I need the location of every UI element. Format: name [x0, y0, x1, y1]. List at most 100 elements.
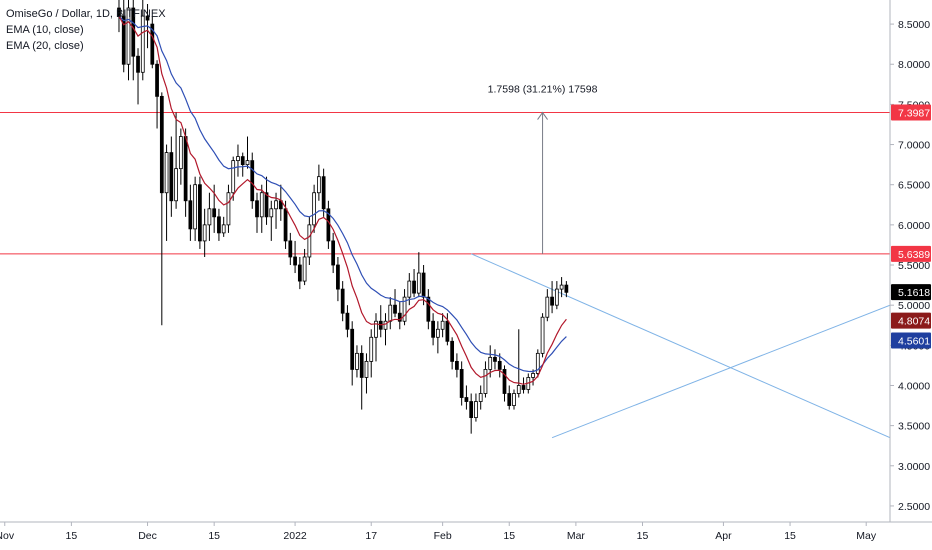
candle[interactable] — [326, 200, 331, 249]
candle[interactable] — [255, 192, 259, 233]
candle[interactable] — [507, 385, 512, 410]
candle[interactable] — [169, 136, 174, 217]
candle[interactable] — [412, 269, 416, 298]
candle[interactable] — [231, 156, 236, 201]
candle[interactable] — [397, 301, 402, 330]
candle[interactable] — [188, 184, 193, 241]
price-axis[interactable]: 2.50003.00003.50004.00004.50005.00005.50… — [889, 0, 932, 550]
candle[interactable] — [435, 321, 440, 354]
candle[interactable] — [236, 144, 240, 177]
candle[interactable] — [464, 385, 469, 410]
candle[interactable] — [336, 256, 340, 302]
candle-body — [259, 192, 264, 218]
candle-body — [554, 288, 559, 306]
candle[interactable] — [297, 256, 302, 290]
candle[interactable] — [545, 289, 550, 322]
candle[interactable] — [136, 48, 140, 105]
candle[interactable] — [535, 349, 540, 378]
candle[interactable] — [493, 349, 497, 370]
candle[interactable] — [416, 252, 421, 298]
candle[interactable] — [469, 393, 474, 434]
candle[interactable] — [293, 240, 297, 274]
candle[interactable] — [502, 365, 507, 402]
candle[interactable] — [550, 281, 554, 314]
candle[interactable] — [131, 0, 136, 81]
candle[interactable] — [426, 289, 431, 330]
candle[interactable] — [450, 337, 455, 370]
time-axis[interactable]: Nov 15 Dec 15 2022 17 Feb 15 Mar 15 Apr 15 May — [0, 521, 932, 550]
candle[interactable] — [250, 152, 255, 209]
candle[interactable] — [312, 184, 316, 233]
candle[interactable] — [207, 192, 212, 241]
candle[interactable] — [217, 208, 221, 241]
candle[interactable] — [378, 305, 383, 338]
candle[interactable] — [445, 313, 450, 346]
candle[interactable] — [264, 176, 269, 225]
candle[interactable] — [431, 313, 435, 346]
candle[interactable] — [321, 168, 326, 217]
candle[interactable] — [540, 313, 545, 358]
candle[interactable] — [117, 0, 121, 33]
candle[interactable] — [269, 200, 274, 241]
candle[interactable] — [174, 112, 178, 209]
candle-body — [540, 316, 545, 354]
candle[interactable] — [202, 208, 207, 257]
candle[interactable] — [121, 0, 126, 73]
candle[interactable] — [402, 289, 407, 326]
candle[interactable] — [245, 136, 250, 169]
candle[interactable] — [221, 216, 226, 237]
candle[interactable] — [155, 60, 159, 129]
candle[interactable] — [278, 184, 283, 221]
level-price-tag-label: 5.6389 — [898, 249, 930, 261]
candle[interactable] — [307, 216, 312, 266]
candle[interactable] — [564, 281, 569, 298]
trend-line[interactable] — [470, 253, 891, 439]
candle[interactable] — [359, 345, 364, 410]
candle[interactable] — [497, 353, 502, 378]
candle[interactable] — [421, 265, 426, 306]
candle[interactable] — [369, 329, 374, 378]
candle[interactable] — [478, 385, 483, 410]
candle[interactable] — [259, 184, 264, 233]
candle[interactable] — [317, 164, 321, 201]
trend-line[interactable] — [551, 304, 891, 439]
candle[interactable] — [178, 128, 183, 185]
candle[interactable] — [350, 321, 355, 386]
candle[interactable] — [302, 248, 307, 286]
candle[interactable] — [483, 361, 488, 398]
candle[interactable] — [126, 0, 131, 81]
candle[interactable] — [393, 289, 397, 318]
candle-body — [155, 63, 159, 97]
candle[interactable] — [516, 329, 521, 398]
candle[interactable] — [164, 144, 169, 241]
candle[interactable] — [140, 0, 145, 81]
candle[interactable] — [440, 313, 445, 338]
candle[interactable] — [459, 361, 464, 406]
candle[interactable] — [559, 277, 564, 298]
candle[interactable] — [193, 176, 198, 241]
candle[interactable] — [554, 281, 559, 310]
candle[interactable] — [150, 16, 155, 69]
candle[interactable] — [383, 313, 388, 346]
candle[interactable] — [355, 345, 359, 378]
candle[interactable] — [198, 176, 202, 249]
candle[interactable] — [159, 92, 164, 326]
candle-body — [288, 240, 293, 258]
candle[interactable] — [521, 377, 526, 394]
candle[interactable] — [474, 393, 478, 422]
candle[interactable] — [512, 389, 516, 410]
candle[interactable] — [340, 281, 345, 322]
candle[interactable] — [364, 353, 369, 394]
candle-body — [340, 288, 345, 314]
candle[interactable] — [374, 313, 378, 362]
candle[interactable] — [240, 152, 245, 177]
candle[interactable] — [288, 232, 293, 266]
candle[interactable] — [283, 200, 288, 249]
candle[interactable] — [388, 297, 393, 330]
candle[interactable] — [226, 184, 231, 233]
candle[interactable] — [345, 305, 350, 338]
candle[interactable] — [331, 232, 336, 274]
candle[interactable] — [455, 353, 459, 378]
candle-body — [274, 200, 278, 210]
